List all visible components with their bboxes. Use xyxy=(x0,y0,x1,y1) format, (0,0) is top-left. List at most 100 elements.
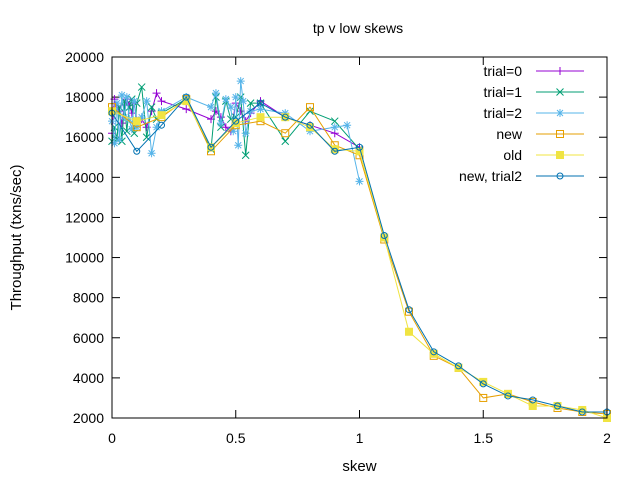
legend-label: old xyxy=(503,147,522,163)
x-tick-label: 0.5 xyxy=(226,430,246,446)
data-point xyxy=(479,380,487,388)
data-point xyxy=(578,408,586,416)
data-point xyxy=(117,91,126,100)
data-point xyxy=(306,121,314,129)
data-point xyxy=(137,113,146,122)
data-point xyxy=(343,121,352,130)
data-point xyxy=(110,139,119,148)
legend-label: new xyxy=(496,126,523,142)
data-point xyxy=(112,99,121,108)
data-point xyxy=(330,123,339,132)
data-point xyxy=(127,125,136,134)
data-point xyxy=(556,151,564,159)
data-point xyxy=(229,127,238,136)
plot-frame xyxy=(111,56,608,419)
data-point xyxy=(125,103,134,111)
data-point xyxy=(281,113,289,121)
series-line xyxy=(111,96,607,413)
data-point xyxy=(529,396,537,404)
data-point xyxy=(455,362,462,370)
data-point xyxy=(147,103,156,111)
data-point xyxy=(147,149,156,158)
data-point xyxy=(306,107,314,116)
data-point xyxy=(231,119,240,128)
data-point xyxy=(158,121,165,129)
data-point xyxy=(556,109,564,117)
x-tick-label: 1 xyxy=(356,430,364,446)
data-point xyxy=(122,93,131,102)
legend-item: new xyxy=(496,126,584,142)
y-tick-label: 8000 xyxy=(73,290,104,306)
y-tick-label: 20000 xyxy=(65,49,104,65)
data-point xyxy=(246,99,255,107)
data-point xyxy=(504,392,512,400)
data-point xyxy=(142,97,151,106)
data-point xyxy=(152,123,161,132)
data-point xyxy=(281,129,290,138)
data-point xyxy=(207,103,215,112)
legend-item: trial=2 xyxy=(483,105,584,121)
legend-item: new, trial2 xyxy=(459,168,584,184)
data-point xyxy=(239,97,248,106)
data-point xyxy=(157,107,166,116)
y-tick-label: 10000 xyxy=(65,250,104,266)
data-point xyxy=(226,103,235,112)
legend-label: trial=0 xyxy=(483,63,522,79)
data-point xyxy=(479,393,488,402)
data-point xyxy=(241,151,250,160)
data-point xyxy=(430,348,438,356)
x-axis-ticks: 0 0.5 1 1.5 2 xyxy=(108,57,611,446)
data-point xyxy=(405,306,413,314)
data-point xyxy=(257,99,264,107)
series-new-trial2 xyxy=(108,93,611,416)
y-tick-label: 2000 xyxy=(73,410,104,426)
data-point xyxy=(232,117,240,125)
data-point xyxy=(306,127,314,136)
y-tick-label: 6000 xyxy=(73,330,104,346)
data-point xyxy=(207,143,215,151)
legend-item: old xyxy=(503,147,584,163)
data-point xyxy=(380,231,388,239)
legend-label: new, trial2 xyxy=(459,168,522,184)
data-point xyxy=(281,137,290,146)
x-tick-label: 0 xyxy=(108,430,116,446)
data-point xyxy=(115,135,124,144)
data-point xyxy=(281,109,290,118)
data-point xyxy=(256,105,265,114)
data-point xyxy=(125,115,134,124)
series-group xyxy=(108,77,611,422)
data-point xyxy=(246,107,255,116)
data-point xyxy=(142,133,151,142)
data-point xyxy=(182,93,190,101)
y-axis-ticks: 2000 4000 6000 8000 10000 12000 14000 16000 1800… xyxy=(65,49,607,426)
data-point xyxy=(130,97,139,106)
data-point xyxy=(211,89,220,98)
data-point xyxy=(182,105,191,114)
data-point xyxy=(236,77,245,86)
data-point xyxy=(132,117,141,126)
y-tick-label: 14000 xyxy=(65,169,104,185)
data-point xyxy=(221,123,230,132)
data-point xyxy=(330,145,339,154)
data-point xyxy=(231,93,240,102)
x-axis-label: skew xyxy=(342,458,376,475)
data-point xyxy=(556,172,564,180)
data-point xyxy=(306,103,314,112)
data-point xyxy=(133,147,141,155)
y-tick-label: 16000 xyxy=(65,129,104,145)
data-point xyxy=(157,97,166,106)
legend-item: trial=0 xyxy=(483,63,584,79)
y-axis-label: Throughput (txns/sec) xyxy=(8,165,25,311)
legend-item: trial=1 xyxy=(483,84,584,100)
data-point xyxy=(234,141,243,150)
data-point xyxy=(556,67,564,75)
x-tick-label: 2 xyxy=(603,430,611,446)
y-tick-label: 12000 xyxy=(65,209,104,225)
data-point xyxy=(330,117,339,126)
data-point xyxy=(236,107,245,116)
data-point xyxy=(556,88,564,96)
data-point xyxy=(157,111,166,120)
data-point xyxy=(137,83,146,91)
data-point xyxy=(221,95,230,104)
data-point xyxy=(578,405,587,414)
